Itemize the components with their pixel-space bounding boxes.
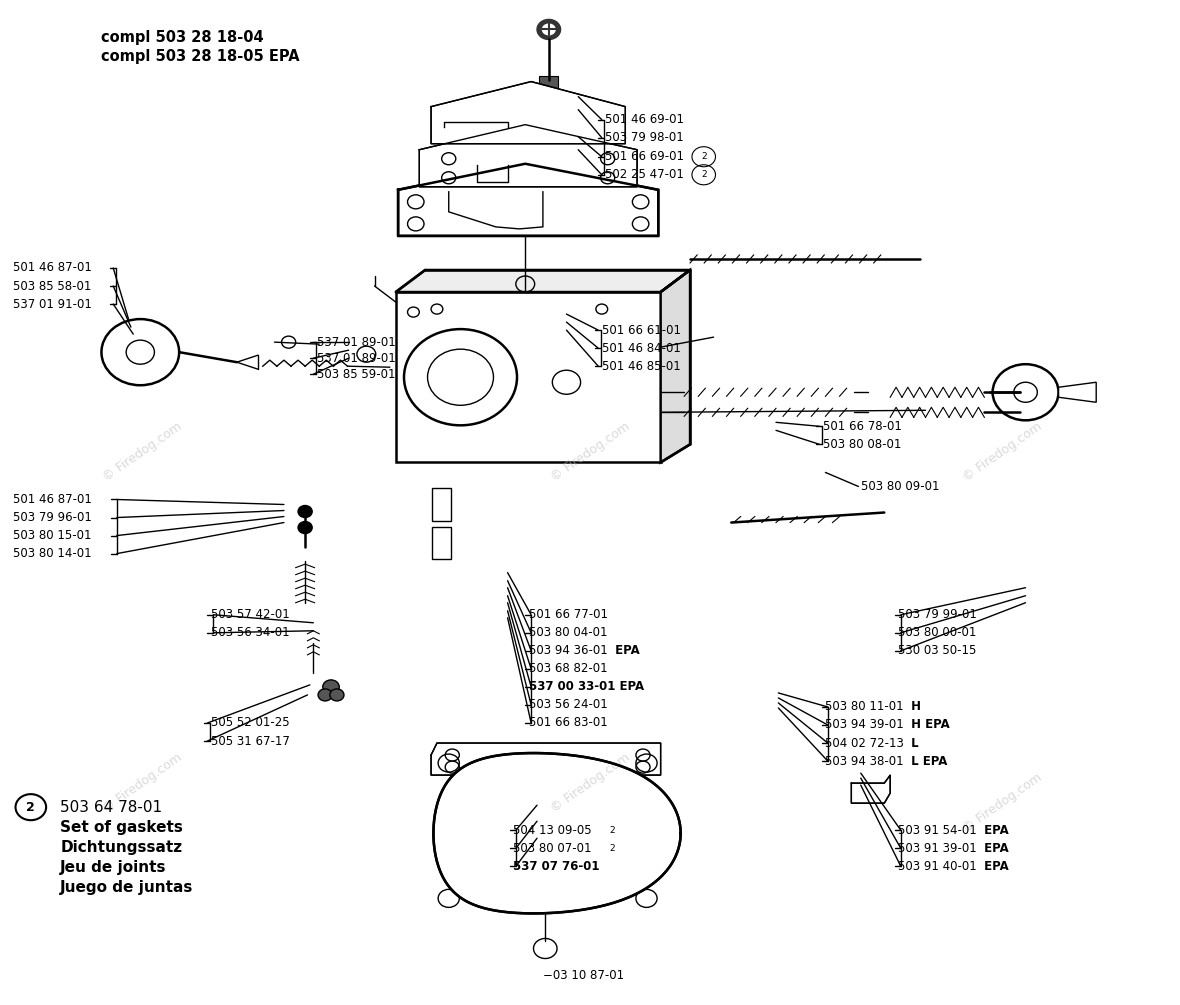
Text: 2: 2 <box>609 826 615 835</box>
Text: © Firedog.com: © Firedog.com <box>961 771 1044 835</box>
Text: 504 13 09-05: 504 13 09-05 <box>513 824 596 837</box>
Text: 537 00 33-01 EPA: 537 00 33-01 EPA <box>529 680 644 693</box>
Text: EPA: EPA <box>981 824 1009 837</box>
Text: 503 79 96-01: 503 79 96-01 <box>13 511 92 524</box>
Polygon shape <box>661 270 690 462</box>
Text: 503 85 59-01: 503 85 59-01 <box>317 368 395 381</box>
Circle shape <box>404 329 517 425</box>
Text: 503 91 40-01: 503 91 40-01 <box>898 860 977 872</box>
Circle shape <box>537 19 560 39</box>
Text: 501 46 69-01: 501 46 69-01 <box>605 114 684 127</box>
Text: 503 80 14-01: 503 80 14-01 <box>13 547 92 560</box>
Polygon shape <box>419 125 637 187</box>
Bar <box>432 527 451 559</box>
Text: 501 66 61-01: 501 66 61-01 <box>602 324 681 337</box>
Text: EPA: EPA <box>981 842 1009 855</box>
Text: 503 94 36-01: 503 94 36-01 <box>529 644 608 657</box>
Text: 504 02 72-13: 504 02 72-13 <box>826 737 904 750</box>
Circle shape <box>299 522 313 534</box>
Polygon shape <box>431 743 661 775</box>
Polygon shape <box>395 270 690 292</box>
Text: 537 07 76-01: 537 07 76-01 <box>513 860 599 872</box>
Text: 503 68 82-01: 503 68 82-01 <box>529 662 608 675</box>
Text: 503 79 98-01: 503 79 98-01 <box>605 132 684 144</box>
Circle shape <box>992 364 1058 420</box>
Bar <box>395 292 661 462</box>
Text: 505 52 01-25: 505 52 01-25 <box>211 717 289 730</box>
Text: 503 85 58-01: 503 85 58-01 <box>13 279 92 292</box>
Text: 2: 2 <box>701 170 707 179</box>
Text: 503 56 34-01: 503 56 34-01 <box>211 626 289 639</box>
Polygon shape <box>398 164 658 236</box>
Circle shape <box>299 506 313 518</box>
Bar <box>432 488 451 521</box>
Text: EPA: EPA <box>981 860 1009 872</box>
Polygon shape <box>431 81 625 144</box>
Polygon shape <box>851 775 890 803</box>
Text: 503 80 07-01: 503 80 07-01 <box>513 842 596 855</box>
Text: 503 91 54-01: 503 91 54-01 <box>898 824 977 837</box>
Text: 503 56 24-01: 503 56 24-01 <box>529 698 608 712</box>
Text: 503 80 00-01: 503 80 00-01 <box>898 626 977 639</box>
Text: 503 64 78-01: 503 64 78-01 <box>60 800 163 815</box>
Circle shape <box>330 688 343 700</box>
Text: EPA: EPA <box>611 644 640 657</box>
Circle shape <box>542 23 556 35</box>
Text: 501 66 77-01: 501 66 77-01 <box>529 608 608 621</box>
Text: Jeu de joints: Jeu de joints <box>60 860 166 874</box>
Text: 503 80 09-01: 503 80 09-01 <box>860 480 939 493</box>
Text: 503 80 04-01: 503 80 04-01 <box>529 626 608 639</box>
Text: 505 31 67-17: 505 31 67-17 <box>211 735 290 748</box>
Text: 537 01 91-01: 537 01 91-01 <box>13 297 92 311</box>
Text: 530 03 50-15: 530 03 50-15 <box>898 644 977 657</box>
Text: Dichtungssatz: Dichtungssatz <box>60 840 183 855</box>
Text: L: L <box>907 737 919 750</box>
Text: compl 503 28 18-04: compl 503 28 18-04 <box>101 30 264 45</box>
Text: Juego de juntas: Juego de juntas <box>60 879 194 894</box>
Circle shape <box>319 688 333 700</box>
Text: 503 94 38-01: 503 94 38-01 <box>826 755 904 768</box>
Text: © Firedog.com: © Firedog.com <box>548 420 632 484</box>
Text: 501 66 78-01: 501 66 78-01 <box>824 420 902 433</box>
Text: © Firedog.com: © Firedog.com <box>548 751 632 815</box>
Text: 503 80 15-01: 503 80 15-01 <box>13 529 92 542</box>
Text: 2: 2 <box>609 844 615 853</box>
Text: −03 10 87-01: −03 10 87-01 <box>543 969 624 982</box>
Text: 501 66 83-01: 501 66 83-01 <box>529 717 608 730</box>
Text: 501 66 69-01: 501 66 69-01 <box>605 150 688 163</box>
Text: © Firedog.com: © Firedog.com <box>961 420 1044 484</box>
Text: 501 46 87-01: 501 46 87-01 <box>13 493 92 506</box>
Text: compl 503 28 18-05 EPA: compl 503 28 18-05 EPA <box>101 49 300 64</box>
Text: H: H <box>907 700 922 714</box>
Text: 501 46 85-01: 501 46 85-01 <box>602 360 681 373</box>
Text: L EPA: L EPA <box>907 755 948 768</box>
Text: 503 80 11-01: 503 80 11-01 <box>826 700 904 714</box>
Text: 2: 2 <box>701 152 707 161</box>
Text: 503 94 39-01: 503 94 39-01 <box>826 719 904 732</box>
Text: © Firedog.com: © Firedog.com <box>100 420 184 484</box>
Bar <box>539 75 558 87</box>
Circle shape <box>323 680 340 693</box>
Text: © Firedog.com: © Firedog.com <box>100 751 184 815</box>
Text: 537 01 89-01: 537 01 89-01 <box>317 336 395 349</box>
Polygon shape <box>1058 382 1096 402</box>
Text: 503 80 08-01: 503 80 08-01 <box>824 438 902 451</box>
Text: 503 79 99-01: 503 79 99-01 <box>898 608 977 621</box>
Text: 2: 2 <box>26 801 35 814</box>
Text: 501 46 87-01: 501 46 87-01 <box>13 261 92 274</box>
Text: 503 91 39-01: 503 91 39-01 <box>898 842 977 855</box>
Text: 502 25 47-01: 502 25 47-01 <box>605 168 688 181</box>
Text: Set of gaskets: Set of gaskets <box>60 820 183 835</box>
Text: 503 57 42-01: 503 57 42-01 <box>211 608 289 621</box>
Text: 501 46 84-01: 501 46 84-01 <box>602 342 681 355</box>
Text: H EPA: H EPA <box>907 719 950 732</box>
Text: 537 01 89-01: 537 01 89-01 <box>317 352 395 365</box>
Polygon shape <box>433 753 681 914</box>
